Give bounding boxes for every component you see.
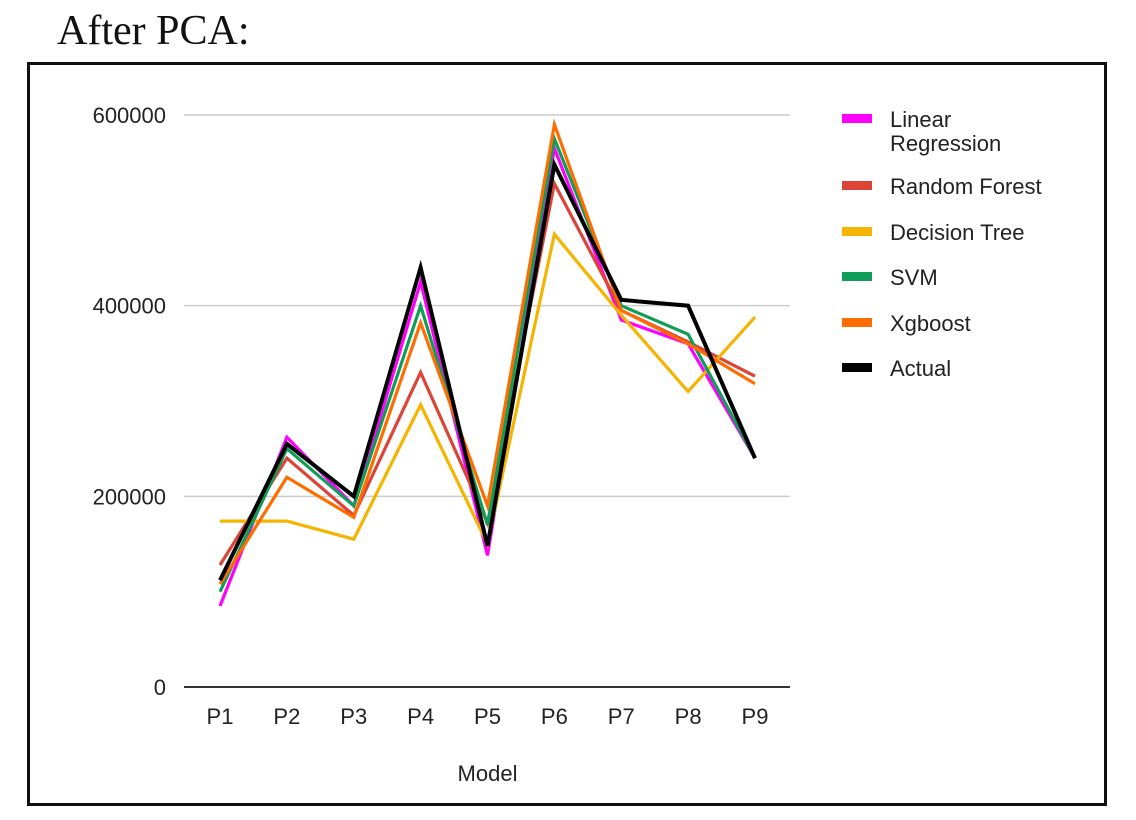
x-tick-label: P3 — [340, 704, 367, 729]
x-tick-label: P8 — [675, 704, 702, 729]
legend-label: Linear Regression — [890, 107, 1001, 156]
series-line-actual — [218, 158, 757, 582]
x-tick-label: P4 — [407, 704, 434, 729]
y-tick-label: 400000 — [93, 294, 166, 319]
legend-swatch — [842, 272, 872, 281]
line-chart: 0 200000 400000 600000 P1 P2 P3 P4 P5 P6 P7 P8 P9 Mod… — [93, 103, 1042, 786]
x-tick-label: P7 — [608, 704, 635, 729]
gridlines — [184, 114, 790, 498]
legend-label: Actual — [890, 356, 951, 381]
x-tick-label: P2 — [273, 704, 300, 729]
chart-frame: 0 200000 400000 600000 P1 P2 P3 P4 P5 P6 P7 P8 P9 Mod… — [27, 62, 1107, 806]
y-tick-label: 200000 — [93, 484, 166, 509]
legend-swatch — [842, 114, 872, 123]
x-tick-label: P5 — [474, 704, 501, 729]
x-axis-title: Model — [458, 761, 518, 786]
legend-label: Xgboost — [890, 311, 971, 336]
series-line-svm — [218, 132, 757, 593]
legend-swatch — [842, 181, 872, 190]
x-tick-label: P9 — [742, 704, 769, 729]
series-lines — [218, 118, 757, 607]
y-tick-label: 600000 — [93, 103, 166, 128]
legend: Linear Regression Random Forest Decision Tr… — [842, 107, 1042, 381]
x-tick-label: P1 — [207, 704, 234, 729]
page-heading: After PCA: — [57, 8, 250, 54]
legend-swatch — [842, 227, 872, 236]
legend-label: Decision Tree — [890, 220, 1025, 245]
x-tick-label: P6 — [541, 704, 568, 729]
legend-label: SVM — [890, 265, 938, 290]
series-line-xgboost — [218, 118, 756, 585]
legend-swatch — [842, 318, 872, 327]
y-tick-label: 0 — [154, 675, 166, 700]
legend-label: Random Forest — [890, 174, 1042, 199]
axes: 0 200000 400000 600000 P1 P2 P3 P4 P5 P6 P7 P8 P9 Mod… — [93, 103, 790, 786]
legend-swatch — [842, 363, 872, 372]
